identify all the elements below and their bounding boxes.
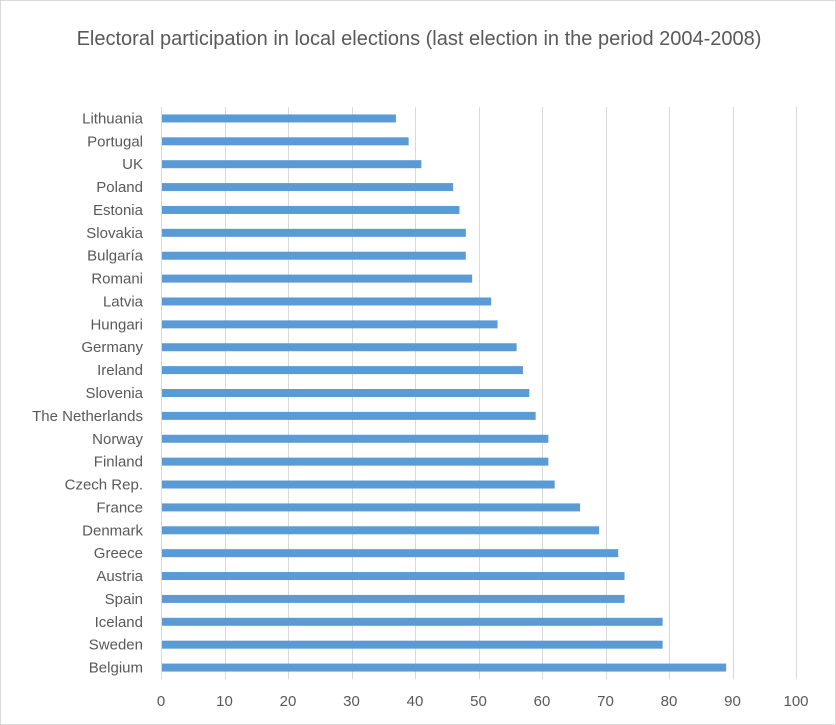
bar: [162, 251, 466, 260]
chart-title: Electoral participation in local electio…: [76, 28, 762, 50]
bar: [162, 663, 727, 672]
bar: [162, 320, 498, 329]
category-label: Romani: [91, 271, 143, 288]
category-label: Lithuania: [82, 110, 144, 127]
category-label: France: [96, 499, 143, 516]
bar: [162, 549, 619, 558]
bar: [162, 183, 454, 192]
x-tick-label: 10: [216, 693, 233, 710]
category-label: Denmark: [82, 522, 143, 539]
bar: [162, 503, 581, 512]
category-label: Greece: [94, 545, 143, 562]
bar: [162, 114, 396, 123]
category-label: Bulgaría: [87, 248, 144, 265]
bar: [162, 228, 466, 237]
category-label: Germany: [81, 339, 143, 356]
category-label: Hungari: [90, 316, 143, 333]
x-tick-label: 100: [783, 693, 808, 710]
category-label: Belgium: [89, 660, 143, 677]
bar: [162, 343, 517, 352]
bar: [162, 160, 422, 169]
bar: [162, 274, 473, 283]
x-tick-label: 60: [534, 693, 551, 710]
x-tick-label: 40: [407, 693, 424, 710]
bar: [162, 457, 549, 466]
bar: [162, 411, 536, 420]
x-tick-label: 70: [597, 693, 614, 710]
bar: [162, 526, 600, 535]
x-tick-label: 0: [157, 693, 165, 710]
bar: [162, 137, 409, 146]
bar: [162, 366, 523, 375]
category-label: Slovakia: [86, 225, 143, 242]
bar: [162, 389, 530, 397]
category-label: Estonia: [93, 202, 144, 219]
category-label: UK: [122, 156, 143, 173]
category-label: The Netherlands: [32, 408, 143, 425]
bar: [162, 434, 549, 443]
bar: [162, 640, 663, 649]
x-tick-label: 90: [724, 693, 741, 710]
x-tick-label: 80: [661, 693, 678, 710]
category-label: Austria: [96, 568, 143, 585]
bar: [162, 297, 492, 306]
category-label: Portugal: [87, 133, 143, 150]
bar: [162, 594, 625, 603]
bar: [162, 572, 625, 581]
x-tick-label: 30: [343, 693, 360, 710]
x-tick-label: 20: [280, 693, 297, 710]
bar: [162, 205, 460, 214]
bar: [162, 617, 663, 626]
category-label: Latvia: [103, 293, 144, 310]
x-tick-label: 50: [470, 693, 487, 710]
category-label: Slovenia: [85, 385, 143, 402]
bar: [162, 480, 555, 489]
category-label: Norway: [92, 431, 143, 448]
category-label: Poland: [96, 179, 143, 196]
category-label: Spain: [105, 591, 143, 608]
category-label: Czech Rep.: [65, 477, 143, 494]
category-label: Finland: [94, 454, 143, 471]
category-label: Ireland: [97, 362, 143, 379]
category-label: Iceland: [95, 614, 143, 631]
category-label: Sweden: [89, 637, 143, 654]
